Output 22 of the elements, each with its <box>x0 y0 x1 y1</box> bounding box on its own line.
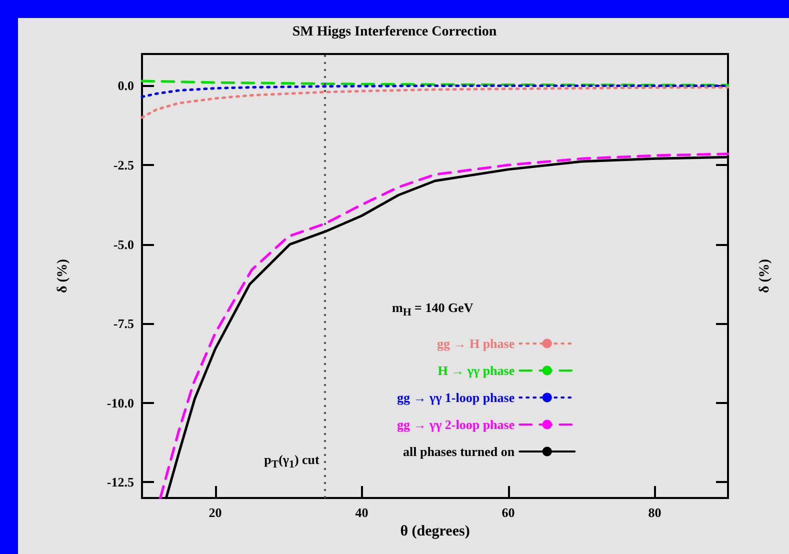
y-axis-title: δ (%) <box>56 258 70 294</box>
x-axis-title: θ (degrees) <box>400 524 470 540</box>
y2-axis-title: δ (%) <box>758 258 772 294</box>
legend-label: gg → γγ 1-loop phase <box>396 390 515 405</box>
y-tick-label: -10.0 <box>106 395 134 410</box>
y-tick-label: 0.0 <box>118 78 134 94</box>
legend-label: H → γγ phase <box>438 363 515 378</box>
x-tick-label: 60 <box>502 505 515 520</box>
x-tick-label: 40 <box>355 505 368 520</box>
ref-line-label: p$_{T}$(γ$_{1}$) cut <box>264 452 320 471</box>
chart-title: SM Higgs Interference Correction <box>292 24 497 40</box>
x-tick-label: 20 <box>208 505 222 520</box>
x-tick-label: 80 <box>648 505 662 520</box>
y-tick-label: -2.5 <box>113 158 134 172</box>
y-tick-label: -12.5 <box>106 474 134 490</box>
legend-label: all phases turned on <box>402 444 516 459</box>
legend-label: gg → γγ 2-loop phase <box>396 417 515 432</box>
y-tick-label: -7.5 <box>113 316 134 332</box>
line-series <box>140 86 730 119</box>
legend-title: m$_{H}$ = 140 GeV <box>392 300 474 319</box>
legend-label: gg → H phase <box>436 336 515 351</box>
y-tick-label: -5.0 <box>113 236 134 252</box>
